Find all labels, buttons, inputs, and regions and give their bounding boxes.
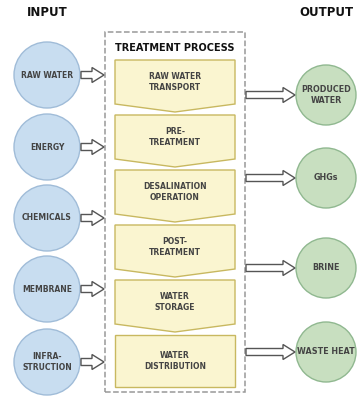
- Polygon shape: [115, 280, 235, 332]
- Text: POST-
TREATMENT: POST- TREATMENT: [149, 237, 201, 257]
- Circle shape: [14, 114, 80, 180]
- Polygon shape: [81, 282, 104, 296]
- Polygon shape: [115, 115, 235, 167]
- Text: INPUT: INPUT: [27, 6, 67, 18]
- Text: RAW WATER
TRANSPORT: RAW WATER TRANSPORT: [149, 72, 201, 92]
- Circle shape: [296, 65, 356, 125]
- Circle shape: [14, 256, 80, 322]
- Circle shape: [14, 42, 80, 108]
- Polygon shape: [246, 344, 295, 360]
- Circle shape: [296, 238, 356, 298]
- Polygon shape: [81, 68, 104, 82]
- Text: OUTPUT: OUTPUT: [299, 6, 353, 18]
- Bar: [105, 32, 245, 392]
- Text: INFRA-
STRUCTION: INFRA- STRUCTION: [22, 352, 72, 372]
- Polygon shape: [115, 225, 235, 277]
- Polygon shape: [81, 140, 104, 154]
- Text: GHGs: GHGs: [314, 174, 338, 182]
- Text: WATER
STORAGE: WATER STORAGE: [155, 292, 195, 312]
- Polygon shape: [246, 170, 295, 186]
- Text: DESALINATION
OPERATION: DESALINATION OPERATION: [143, 182, 207, 202]
- Text: TREATMENT PROCESS: TREATMENT PROCESS: [115, 43, 235, 53]
- Circle shape: [14, 185, 80, 251]
- Text: MEMBRANE: MEMBRANE: [22, 284, 72, 294]
- Text: WASTE HEAT: WASTE HEAT: [297, 348, 355, 356]
- Polygon shape: [246, 260, 295, 276]
- Polygon shape: [115, 60, 235, 112]
- Text: PRE-
TREATMENT: PRE- TREATMENT: [149, 127, 201, 147]
- Polygon shape: [81, 210, 104, 226]
- Text: BRINE: BRINE: [312, 264, 340, 272]
- Circle shape: [296, 148, 356, 208]
- Text: ENERGY: ENERGY: [30, 142, 64, 152]
- Polygon shape: [246, 88, 295, 102]
- Polygon shape: [81, 354, 104, 370]
- Text: WATER
DISTRIBUTION: WATER DISTRIBUTION: [144, 351, 206, 371]
- Text: PRODUCED
WATER: PRODUCED WATER: [301, 85, 351, 105]
- Circle shape: [296, 322, 356, 382]
- Polygon shape: [115, 170, 235, 222]
- Circle shape: [14, 329, 80, 395]
- Polygon shape: [115, 335, 235, 387]
- Text: CHEMICALS: CHEMICALS: [22, 214, 72, 222]
- Text: RAW WATER: RAW WATER: [21, 70, 73, 80]
